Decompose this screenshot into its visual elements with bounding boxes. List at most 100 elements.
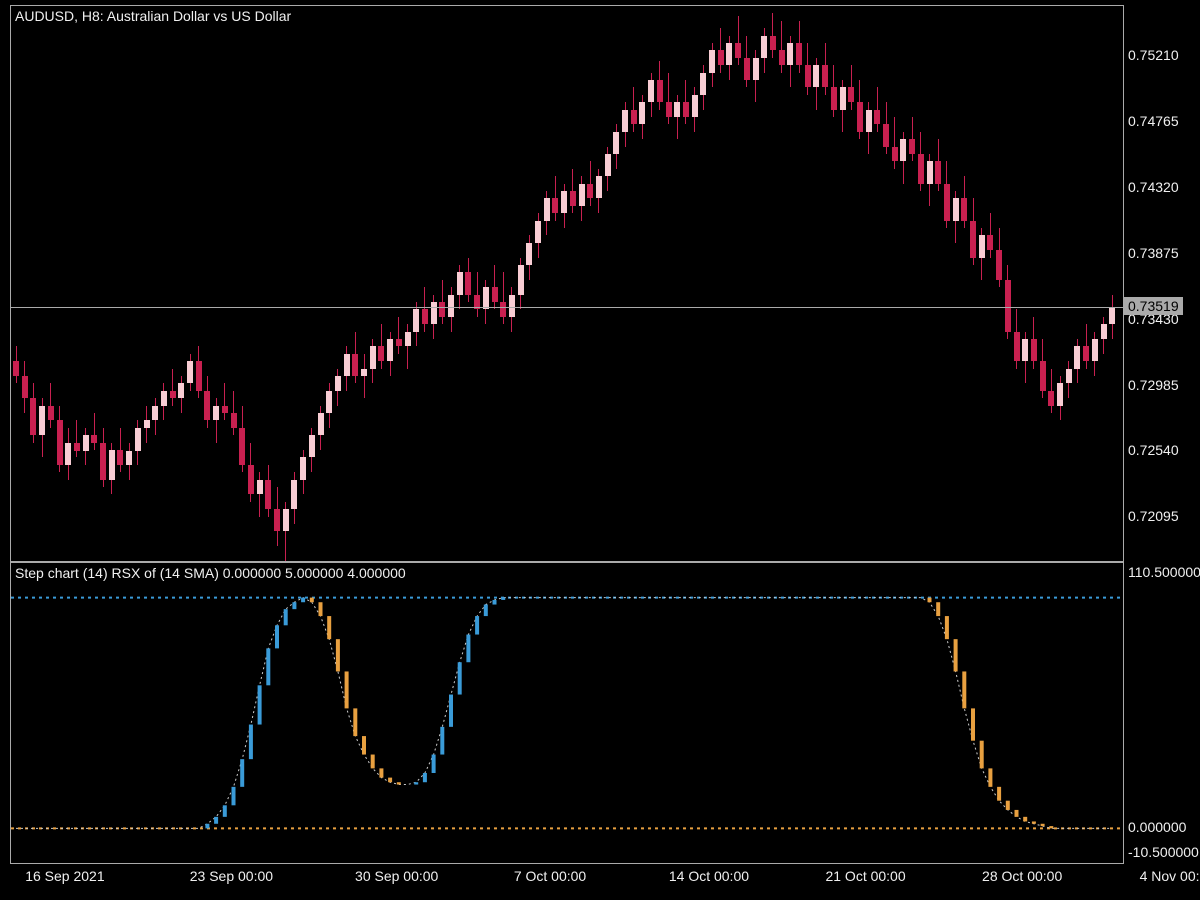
step-bar [232, 787, 236, 805]
candle-body [370, 346, 376, 368]
step-bar [945, 616, 949, 639]
candle-body [987, 235, 993, 250]
step-bar [327, 616, 331, 639]
step-bar [962, 671, 966, 708]
candle-body [439, 302, 445, 317]
candle-body [65, 443, 71, 465]
candle-body [944, 184, 950, 221]
indicator-axis-label: -10.500000 [1128, 844, 1200, 860]
candle-body [274, 509, 280, 531]
candle-body [631, 110, 637, 125]
step-bar [501, 598, 505, 600]
step-bar [936, 602, 940, 616]
candle-body [587, 184, 593, 199]
candle-body [265, 480, 271, 510]
candle-body [805, 65, 811, 87]
step-bar [1041, 824, 1045, 826]
price-axis-label: 0.74765 [1128, 113, 1200, 129]
candle-wick [224, 383, 225, 420]
time-axis-label: 23 Sep 00:00 [190, 868, 273, 897]
price-axis-label: 0.73875 [1128, 245, 1200, 261]
step-bar [240, 759, 244, 787]
candle-body [726, 43, 732, 65]
candle-body [1022, 339, 1028, 361]
step-bar [414, 782, 418, 784]
candle-body [387, 339, 393, 361]
candle-body [927, 161, 933, 183]
step-bar [1023, 817, 1027, 822]
time-axis-label: 16 Sep 2021 [25, 868, 104, 897]
time-axis-label: 21 Oct 00:00 [825, 868, 905, 897]
candle-body [126, 451, 132, 464]
candle-body [283, 509, 289, 531]
step-bar [223, 805, 227, 817]
price-axis-label: 0.75210 [1128, 47, 1200, 63]
candle-body [709, 50, 715, 72]
candle-body [213, 406, 219, 421]
step-bar [988, 768, 992, 786]
step-bar [353, 708, 357, 736]
step-bar [205, 824, 209, 829]
indicator-panel[interactable]: Step chart (14) RSX of (14 SMA) 0.000000… [10, 562, 1124, 864]
price-axis-label: 0.74320 [1128, 179, 1200, 195]
candle-body [526, 243, 532, 265]
candle-body [918, 154, 924, 184]
candle-body [700, 73, 706, 95]
candle-body [500, 302, 506, 317]
step-bar [971, 708, 975, 740]
candle-body [796, 43, 802, 65]
candle-body [953, 198, 959, 220]
candle-body [109, 450, 115, 480]
candle-body [1040, 361, 1046, 391]
candle-body [396, 339, 402, 346]
candle-body [900, 139, 906, 161]
candle-wick [94, 413, 95, 450]
candle-body [117, 450, 123, 465]
candle-body [352, 354, 358, 376]
candle-wick [76, 420, 77, 457]
step-bar [301, 598, 305, 603]
candle-body [518, 265, 524, 295]
candle-body [692, 95, 698, 117]
candle-body [753, 58, 759, 80]
candle-body [822, 65, 828, 87]
current-price-badge: 0.73519 [1124, 297, 1183, 315]
candle-wick [738, 16, 739, 65]
candle-body [74, 443, 80, 452]
candle-body [883, 124, 889, 146]
candle-body [492, 287, 498, 302]
candle-body [770, 36, 776, 51]
candle-body [170, 391, 176, 398]
indicator-axis-label: 110.500000 [1128, 564, 1200, 580]
price-axis-label: 0.72095 [1128, 508, 1200, 524]
step-bar [997, 787, 1001, 801]
candle-body [422, 309, 428, 324]
candle-body [840, 87, 846, 109]
current-price-line [11, 307, 1123, 308]
step-bar [1049, 826, 1053, 828]
candle-body [874, 110, 880, 125]
candle-body [318, 413, 324, 435]
candle-body [979, 235, 985, 257]
step-bar [284, 609, 288, 625]
candle-body [970, 221, 976, 258]
candle-body [961, 198, 967, 220]
chart-title: AUDUSD, H8: Australian Dollar vs US Doll… [15, 8, 291, 24]
step-bar [1032, 821, 1036, 823]
candle-body [596, 176, 602, 198]
candle-wick [364, 354, 365, 398]
step-bar [379, 768, 383, 777]
indicator-plot-area[interactable] [11, 563, 1123, 863]
step-bar [345, 671, 349, 708]
step-bar [371, 755, 375, 769]
step-bar [310, 598, 314, 603]
price-axis-label: 0.72540 [1128, 442, 1200, 458]
candle-body [831, 87, 837, 109]
step-bar [980, 741, 984, 769]
candle-body [178, 383, 184, 398]
candle-body [222, 406, 228, 413]
candle-body [1048, 391, 1054, 406]
candle-body [291, 480, 297, 510]
candle-body [152, 406, 158, 421]
price-chart-panel[interactable]: AUDUSD, H8: Australian Dollar vs US Doll… [10, 5, 1124, 562]
